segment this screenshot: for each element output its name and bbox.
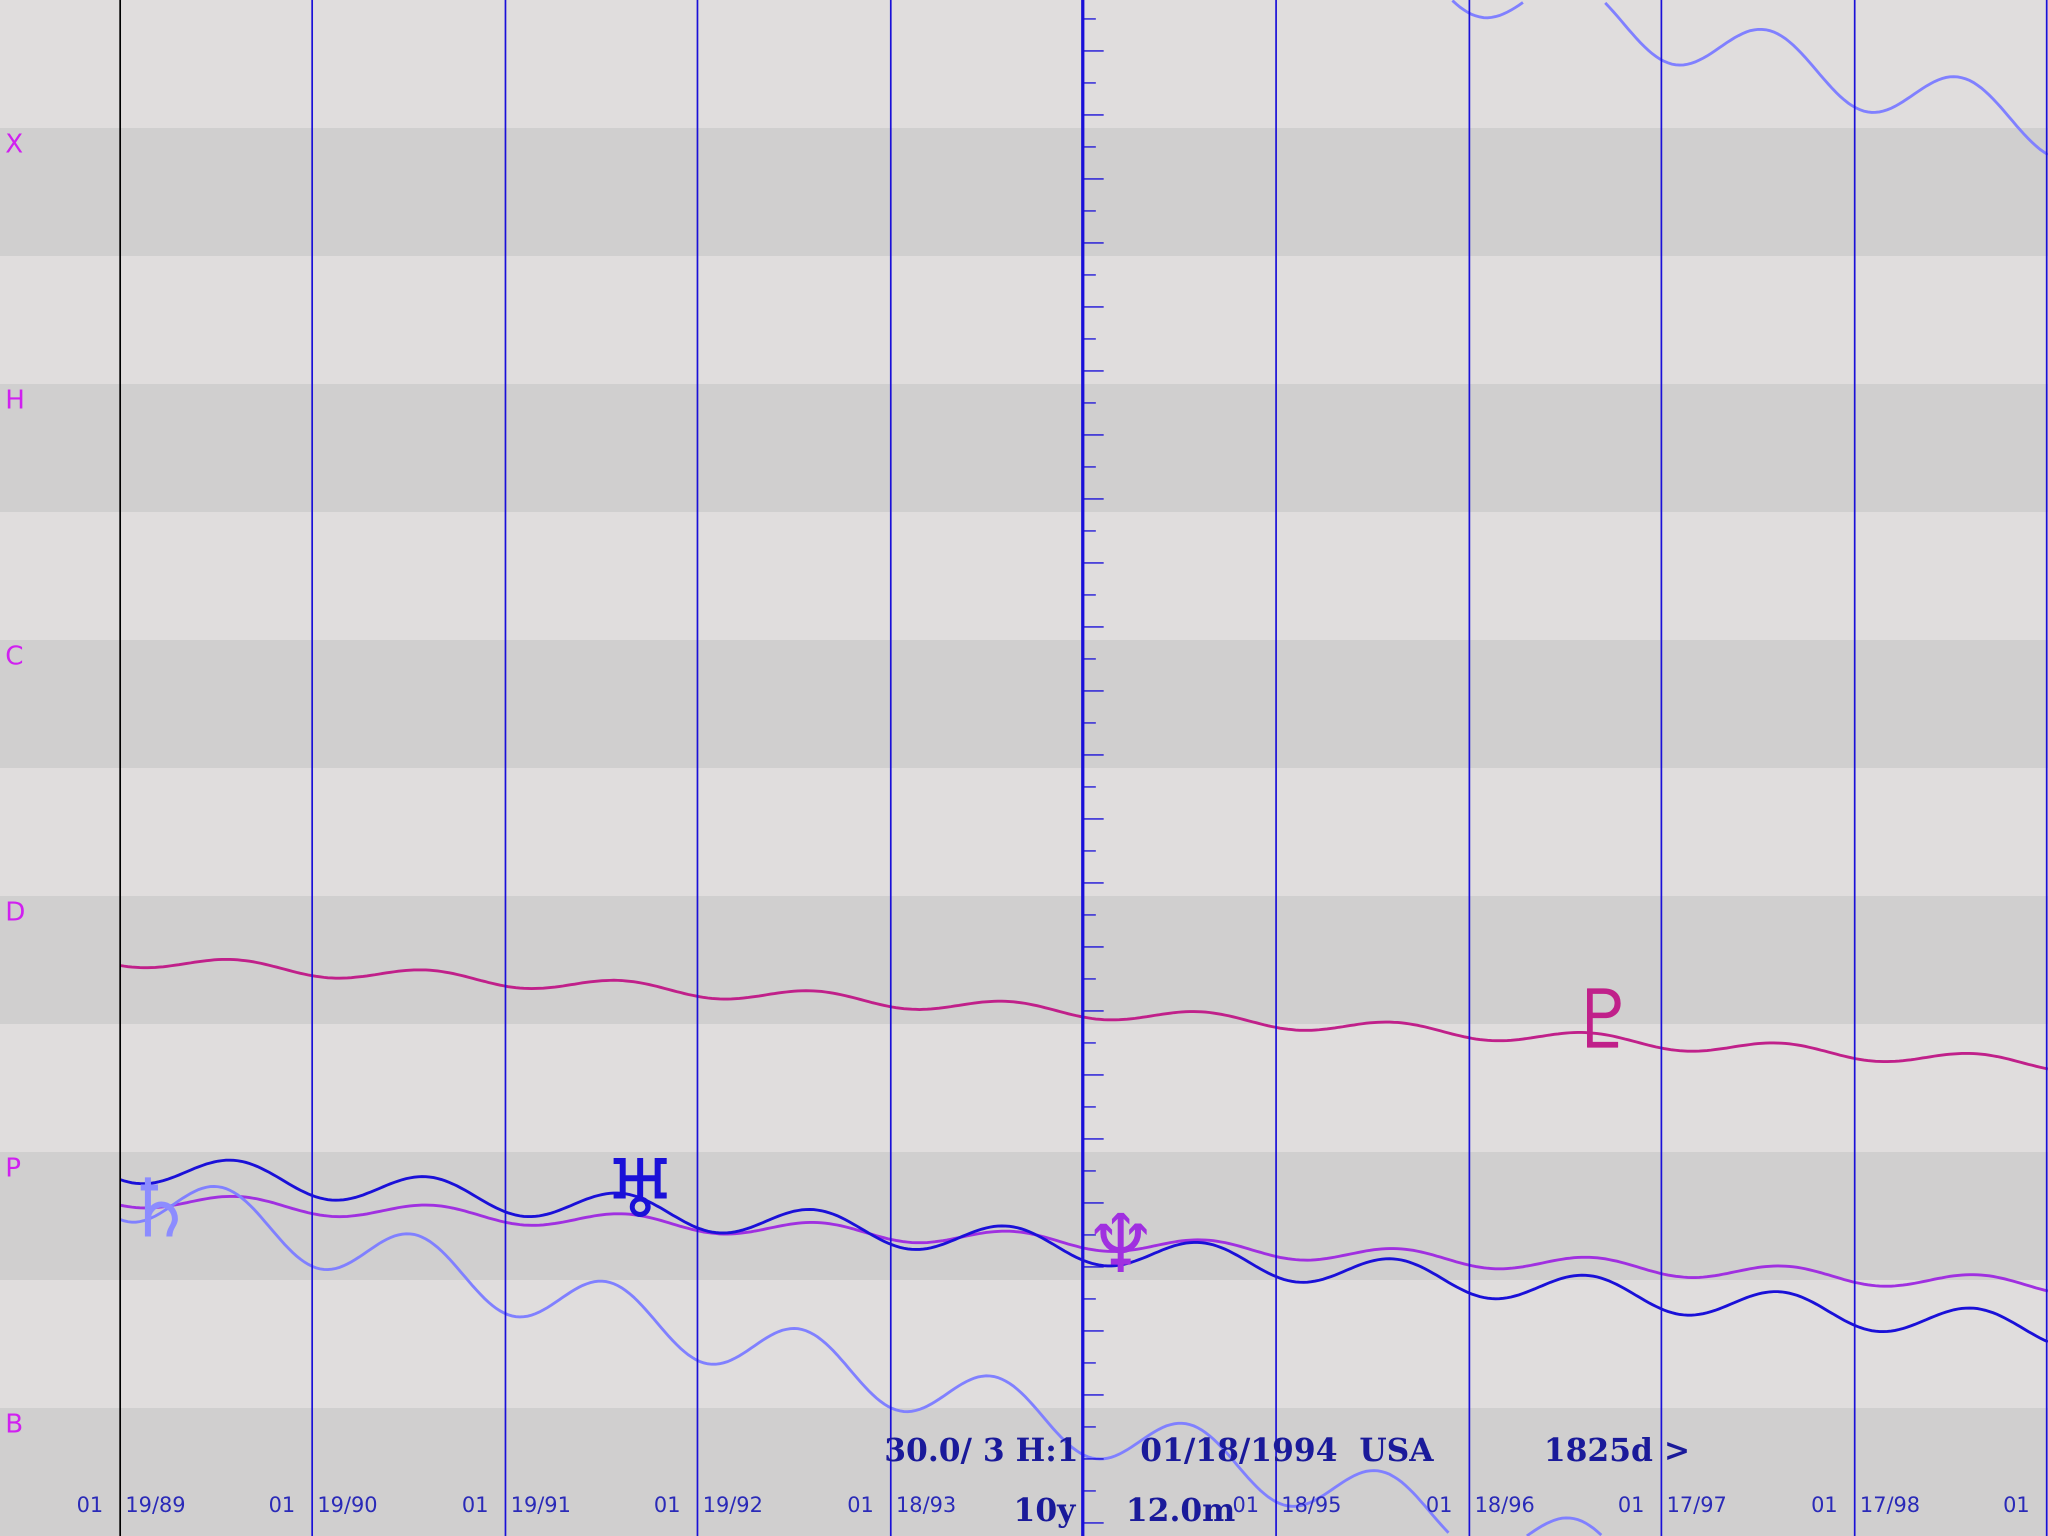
date-label: 18/95 [1281,1493,1341,1517]
date-day: 01 [77,1493,104,1517]
band [0,384,2048,512]
date-day: 01 [847,1493,874,1517]
status-text: 12.0m [1126,1493,1235,1529]
date-label: 19/92 [703,1493,763,1517]
row-label: D [5,897,25,927]
row-label: B [5,1409,23,1439]
band [0,512,2048,640]
date-day: 01 [269,1493,296,1517]
date-day: 01 [462,1493,489,1517]
date-label: 17/97 [1667,1493,1727,1517]
planet-glyph: ♅ [604,1143,677,1237]
band [0,1280,2048,1408]
date-label: 19/90 [317,1493,377,1517]
status-text: 1825d > [1544,1433,1690,1469]
row-label: H [5,385,25,415]
row-label: P [5,1153,21,1183]
band [0,768,2048,896]
date-day: 01 [1811,1493,1838,1517]
planet-glyph: ♄ [123,1163,196,1257]
date-day: 01 [654,1493,681,1517]
saturn-curve [119,0,2048,1536]
band [0,1152,2048,1280]
band [0,1408,2048,1536]
row-label: C [5,641,23,671]
date-day: 01 [1233,1493,1260,1517]
date-day: 01 [1426,1493,1453,1517]
band [0,896,2048,1024]
date-label: 17/98 [1860,1493,1920,1517]
date-day: 01 [1618,1493,1645,1517]
status-text: 01/18/1994 USA [1140,1433,1434,1469]
date-label: 18/96 [1475,1493,1535,1517]
band [0,0,2048,128]
band [0,640,2048,768]
date-label: 18/93 [896,1493,956,1517]
band [0,128,2048,256]
planet-glyph: ♆ [1084,1198,1157,1292]
row-label: X [5,129,23,159]
band [0,256,2048,384]
status-text: 30.0/ 3 H:1 [884,1433,1078,1469]
date-label: 19/91 [511,1493,571,1517]
date-day: 01 [2003,1493,2030,1517]
date-label: 19/89 [125,1493,185,1517]
planet-glyph: ♇ [1568,973,1641,1067]
status-text: 10y [1014,1493,1077,1529]
band [0,1024,2048,1152]
